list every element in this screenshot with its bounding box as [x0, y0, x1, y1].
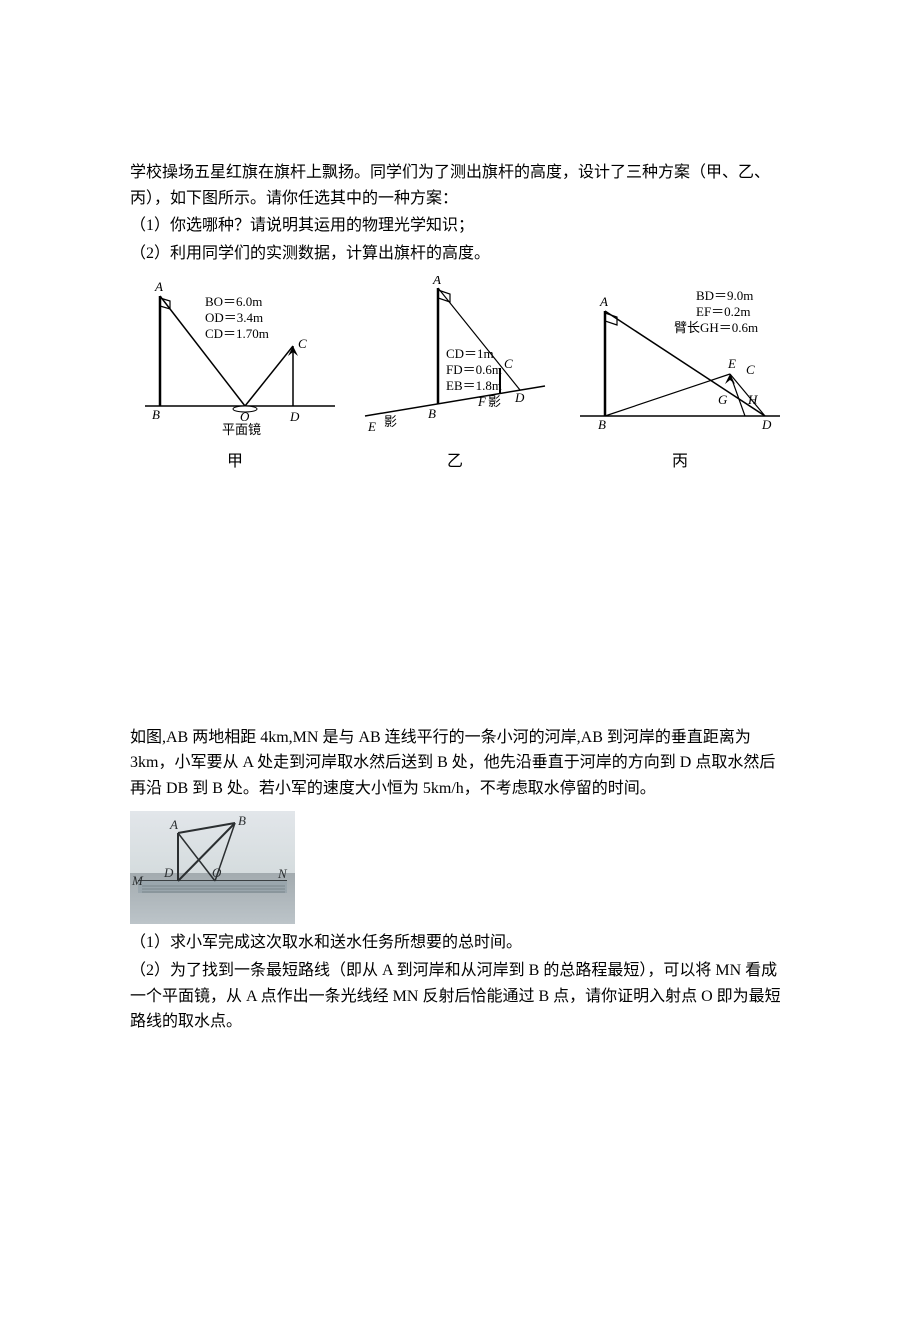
- jia-caption: 甲: [130, 449, 340, 475]
- yi-shadow2: 影: [488, 394, 501, 409]
- svg-text:B: B: [428, 406, 436, 421]
- svg-text:B: B: [238, 813, 246, 828]
- problem-1-intro: 学校操场五星红旗在旗杆上飘扬。同学们为了测出旗杆的高度，设计了三种方案（甲、乙、…: [130, 160, 790, 211]
- diagram-river: A B D O M N: [130, 811, 295, 924]
- jia-OD: OD＝3.4m: [205, 310, 263, 325]
- svg-text:E: E: [367, 419, 376, 434]
- svg-text:A: A: [154, 279, 163, 294]
- svg-text:O: O: [212, 865, 222, 880]
- svg-text:H: H: [747, 392, 758, 407]
- svg-text:F: F: [477, 394, 487, 409]
- problem-2: 如图,AB 两地相距 4km,MN 是与 AB 连线平行的一条小河的河岸,AB …: [130, 725, 790, 1035]
- problem-1-q1: （1）你选哪种？请说明其运用的物理光学知识；: [130, 213, 790, 239]
- subfig-yi: A B E 影 F 影 D C CD＝1m FD＝0.6m EB＝1.8m 乙: [360, 276, 550, 474]
- problem-2-intro: 如图,AB 两地相距 4km,MN 是与 AB 连线平行的一条小河的河岸,AB …: [130, 725, 790, 802]
- diagram-jia: A B O D C BO＝6.0m OD＝3.4m CD＝1.70m 平面镜: [130, 276, 340, 436]
- subfig-bing: A B D E C G H BD＝9.0m EF＝0.2m 臂长GH＝0.6m …: [570, 276, 790, 474]
- problem-1: 学校操场五星红旗在旗杆上飘扬。同学们为了测出旗杆的高度，设计了三种方案（甲、乙、…: [130, 160, 790, 475]
- svg-text:D: D: [289, 409, 300, 424]
- svg-text:B: B: [152, 407, 160, 422]
- svg-text:C: C: [746, 362, 755, 377]
- svg-text:M: M: [131, 873, 144, 888]
- bing-caption: 丙: [570, 449, 790, 475]
- yi-EB: EB＝1.8m: [446, 378, 502, 393]
- figure-row: A B O D C BO＝6.0m OD＝3.4m CD＝1.70m 平面镜 甲: [130, 276, 790, 474]
- svg-text:G: G: [718, 392, 728, 407]
- svg-text:C: C: [298, 336, 307, 351]
- svg-text:N: N: [277, 866, 288, 881]
- svg-text:A: A: [432, 276, 441, 287]
- bing-BD: BD＝9.0m: [696, 288, 753, 303]
- yi-shadow: 影: [384, 414, 397, 429]
- svg-text:D: D: [163, 865, 174, 880]
- svg-text:D: D: [514, 390, 525, 405]
- svg-text:A: A: [599, 294, 608, 309]
- jia-CD: CD＝1.70m: [205, 326, 269, 341]
- svg-text:E: E: [727, 356, 736, 371]
- bing-GH: 臂长GH＝0.6m: [674, 320, 758, 335]
- diagram-bing: A B D E C G H BD＝9.0m EF＝0.2m 臂长GH＝0.6m: [570, 276, 790, 436]
- yi-FD: FD＝0.6m: [446, 362, 502, 377]
- svg-text:C: C: [504, 356, 513, 371]
- jia-mirror: 平面镜: [222, 422, 261, 436]
- svg-text:A: A: [169, 817, 178, 832]
- yi-caption: 乙: [360, 449, 550, 475]
- problem-1-q2: （2）利用同学们的实测数据，计算出旗杆的高度。: [130, 241, 790, 267]
- page: 学校操场五星红旗在旗杆上飘扬。同学们为了测出旗杆的高度，设计了三种方案（甲、乙、…: [0, 0, 920, 1325]
- diagram-yi: A B E 影 F 影 D C CD＝1m FD＝0.6m EB＝1.8m: [360, 276, 550, 436]
- subfig-jia: A B O D C BO＝6.0m OD＝3.4m CD＝1.70m 平面镜 甲: [130, 276, 340, 474]
- svg-text:B: B: [598, 417, 606, 432]
- svg-text:D: D: [761, 417, 772, 432]
- problem-2-q1: （1）求小军完成这次取水和送水任务所想要的总时间。: [130, 930, 790, 956]
- yi-CD: CD＝1m: [446, 346, 494, 361]
- jia-BO: BO＝6.0m: [205, 294, 262, 309]
- problem-2-q2: （2）为了找到一条最短路线（即从 A 到河岸和从河岸到 B 的总路程最短），可以…: [130, 958, 790, 1035]
- bing-EF: EF＝0.2m: [696, 304, 751, 319]
